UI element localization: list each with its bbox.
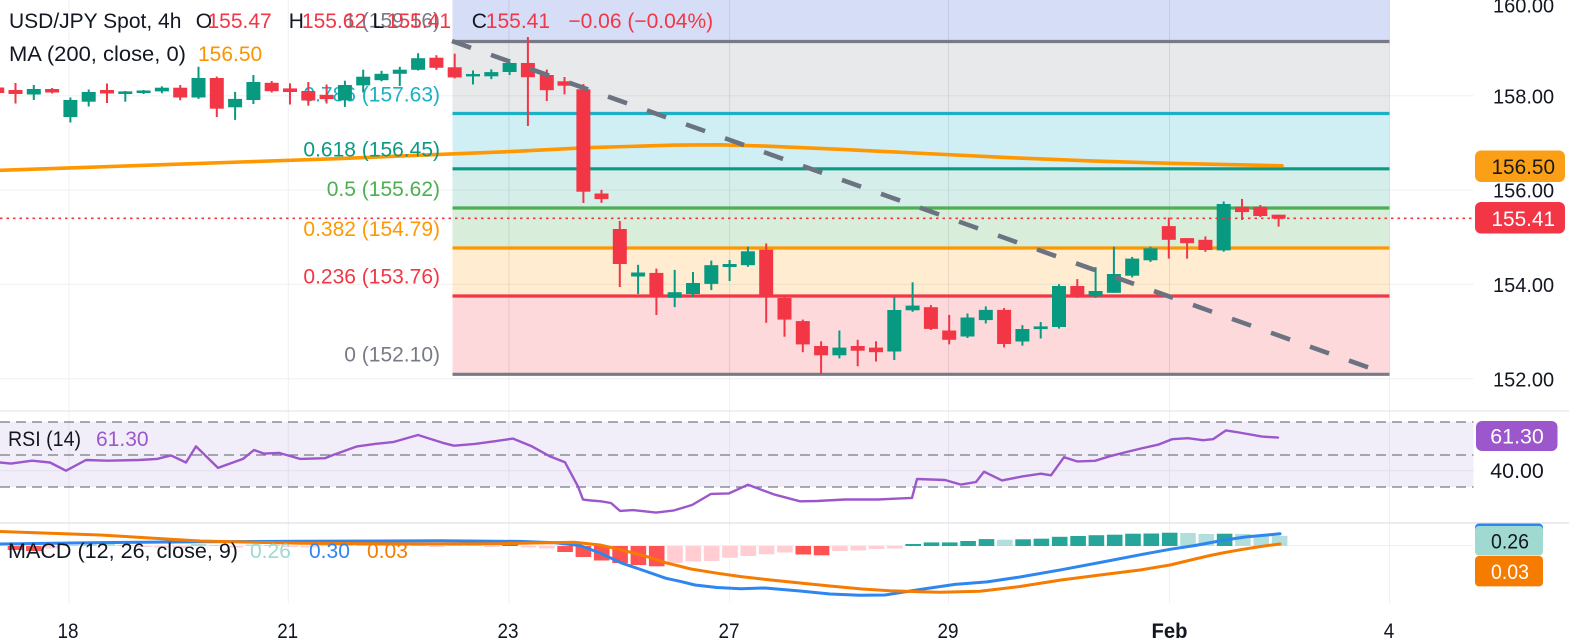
svg-text:0 (152.10): 0 (152.10) bbox=[344, 344, 440, 367]
svg-text:61.30: 61.30 bbox=[96, 428, 149, 451]
svg-text:155.41: 155.41 bbox=[1492, 207, 1556, 231]
svg-text:61.30: 61.30 bbox=[1490, 425, 1544, 449]
svg-text:155.41: 155.41 bbox=[387, 10, 451, 33]
svg-text:0.26: 0.26 bbox=[1491, 530, 1529, 554]
svg-text:156.50: 156.50 bbox=[198, 43, 262, 66]
svg-text:156.50: 156.50 bbox=[1492, 155, 1556, 179]
svg-text:21: 21 bbox=[277, 619, 298, 643]
svg-text:156.00: 156.00 bbox=[1493, 181, 1554, 203]
svg-text:154.00: 154.00 bbox=[1493, 275, 1554, 297]
svg-text:RSI (14): RSI (14) bbox=[8, 428, 81, 451]
svg-text:29: 29 bbox=[938, 619, 959, 643]
svg-text:27: 27 bbox=[719, 619, 740, 643]
svg-text:40.00: 40.00 bbox=[1490, 459, 1544, 483]
svg-text:1 (159.16): 1 (159.16) bbox=[344, 10, 440, 33]
svg-text:155.47: 155.47 bbox=[208, 10, 272, 33]
svg-text:0.618 (156.45): 0.618 (156.45) bbox=[303, 139, 440, 162]
svg-text:4: 4 bbox=[1384, 619, 1395, 643]
svg-text:0.236 (153.76): 0.236 (153.76) bbox=[303, 266, 440, 289]
svg-text:155.41: 155.41 bbox=[486, 10, 550, 33]
svg-text:MACD (12, 26, close, 9): MACD (12, 26, close, 9) bbox=[8, 540, 238, 563]
svg-text:0.5 (155.62): 0.5 (155.62) bbox=[327, 178, 440, 201]
svg-text:18: 18 bbox=[58, 619, 79, 643]
svg-text:0.30: 0.30 bbox=[309, 540, 350, 563]
svg-text:0.03: 0.03 bbox=[1491, 560, 1529, 584]
svg-text:23: 23 bbox=[498, 619, 519, 643]
svg-text:C: C bbox=[472, 10, 487, 33]
svg-text:Feb: Feb bbox=[1152, 619, 1188, 643]
svg-text:−0.06 (−0.04%): −0.06 (−0.04%) bbox=[568, 10, 713, 33]
svg-text:155.62: 155.62 bbox=[302, 10, 366, 33]
svg-text:O: O bbox=[196, 10, 212, 33]
svg-text:160.00: 160.00 bbox=[1493, 0, 1554, 18]
svg-text:L: L bbox=[373, 10, 385, 33]
svg-text:0.03: 0.03 bbox=[367, 540, 408, 563]
svg-text:H: H bbox=[289, 10, 304, 33]
svg-text:152.00: 152.00 bbox=[1493, 369, 1554, 391]
svg-text:USD/JPY Spot, 4h: USD/JPY Spot, 4h bbox=[9, 10, 181, 33]
svg-text:0.26: 0.26 bbox=[250, 540, 291, 563]
svg-text:0.382 (154.79): 0.382 (154.79) bbox=[303, 218, 440, 241]
svg-text:158.00: 158.00 bbox=[1493, 86, 1554, 108]
svg-text:0.786 (157.63): 0.786 (157.63) bbox=[303, 84, 440, 107]
svg-text:MA (200, close, 0): MA (200, close, 0) bbox=[9, 43, 186, 66]
